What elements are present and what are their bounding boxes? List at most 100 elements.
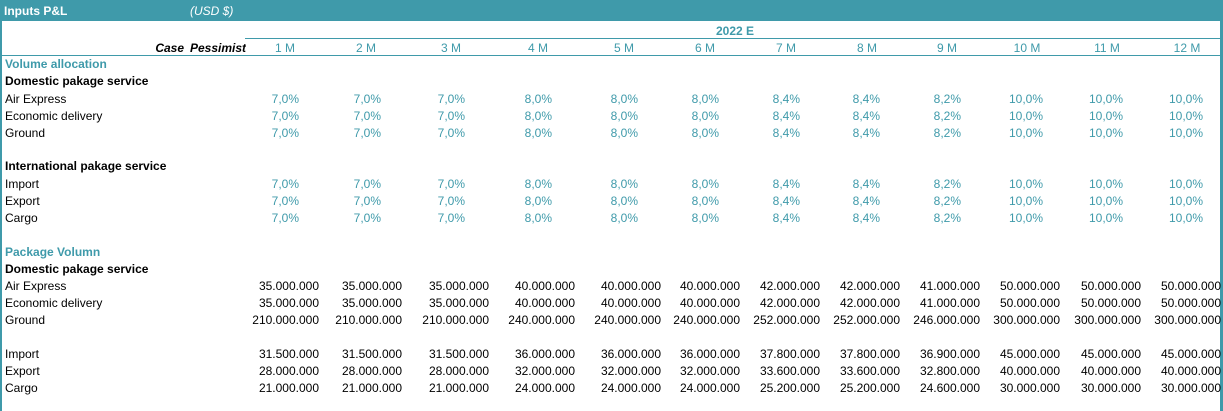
volume-cell[interactable]: 25.200.000	[839, 381, 900, 395]
volume-cell[interactable]: 50.000.000	[999, 279, 1060, 293]
allocation-cell[interactable]: 7,0%	[353, 126, 381, 140]
allocation-cell[interactable]: 8,4%	[852, 92, 880, 106]
volume-cell[interactable]: 240.000.000	[594, 313, 661, 327]
allocation-cell[interactable]: 8,4%	[772, 92, 800, 106]
allocation-cell[interactable]: 8,0%	[610, 109, 638, 123]
volume-cell[interactable]: 21.000.000	[341, 381, 402, 395]
volume-cell[interactable]: 300.000.000	[993, 313, 1060, 327]
allocation-cell[interactable]: 8,0%	[691, 92, 719, 106]
allocation-cell[interactable]: 8,4%	[772, 211, 800, 225]
volume-cell[interactable]: 30.000.000	[999, 381, 1060, 395]
allocation-cell[interactable]: 7,0%	[353, 177, 381, 191]
volume-cell[interactable]: 36.000.000	[679, 347, 740, 361]
allocation-cell[interactable]: 10,0%	[1168, 126, 1203, 140]
allocation-cell[interactable]: 7,0%	[353, 92, 381, 106]
volume-cell[interactable]: 28.000.000	[258, 364, 319, 378]
allocation-cell[interactable]: 10,0%	[1008, 92, 1043, 106]
allocation-cell[interactable]: 8,2%	[933, 194, 961, 208]
volume-cell[interactable]: 33.600.000	[759, 364, 820, 378]
allocation-cell[interactable]: 10,0%	[1088, 126, 1123, 140]
volume-cell[interactable]: 31.500.000	[428, 347, 489, 361]
allocation-cell[interactable]: 8,0%	[524, 109, 552, 123]
volume-cell[interactable]: 24.000.000	[514, 381, 575, 395]
volume-cell[interactable]: 42.000.000	[839, 279, 900, 293]
volume-cell[interactable]: 32.000.000	[679, 364, 740, 378]
allocation-cell[interactable]: 7,0%	[437, 126, 465, 140]
volume-cell[interactable]: 32.000.000	[514, 364, 575, 378]
allocation-cell[interactable]: 10,0%	[1168, 194, 1203, 208]
volume-cell[interactable]: 35.000.000	[341, 279, 402, 293]
volume-cell[interactable]: 30.000.000	[1160, 381, 1221, 395]
volume-cell[interactable]: 50.000.000	[1160, 279, 1221, 293]
allocation-cell[interactable]: 8,2%	[933, 126, 961, 140]
volume-cell[interactable]: 240.000.000	[673, 313, 740, 327]
allocation-cell[interactable]: 8,4%	[852, 211, 880, 225]
volume-cell[interactable]: 30.000.000	[1080, 381, 1141, 395]
volume-cell[interactable]: 40.000.000	[600, 279, 661, 293]
volume-cell[interactable]: 24.000.000	[600, 381, 661, 395]
volume-cell[interactable]: 210.000.000	[422, 313, 489, 327]
allocation-cell[interactable]: 8,0%	[691, 177, 719, 191]
allocation-cell[interactable]: 7,0%	[271, 126, 299, 140]
volume-cell[interactable]: 31.500.000	[258, 347, 319, 361]
allocation-cell[interactable]: 8,4%	[852, 194, 880, 208]
allocation-cell[interactable]: 8,4%	[772, 194, 800, 208]
volume-cell[interactable]: 42.000.000	[759, 296, 820, 310]
allocation-cell[interactable]: 7,0%	[437, 194, 465, 208]
allocation-cell[interactable]: 10,0%	[1168, 177, 1203, 191]
allocation-cell[interactable]: 10,0%	[1008, 194, 1043, 208]
volume-cell[interactable]: 40.000.000	[679, 296, 740, 310]
volume-cell[interactable]: 300.000.000	[1154, 313, 1221, 327]
allocation-cell[interactable]: 10,0%	[1008, 109, 1043, 123]
allocation-cell[interactable]: 8,0%	[691, 211, 719, 225]
volume-cell[interactable]: 24.600.000	[919, 381, 980, 395]
volume-cell[interactable]: 36.900.000	[919, 347, 980, 361]
volume-cell[interactable]: 37.800.000	[759, 347, 820, 361]
volume-cell[interactable]: 210.000.000	[335, 313, 402, 327]
volume-cell[interactable]: 32.000.000	[600, 364, 661, 378]
allocation-cell[interactable]: 7,0%	[271, 92, 299, 106]
volume-cell[interactable]: 21.000.000	[258, 381, 319, 395]
volume-cell[interactable]: 36.000.000	[514, 347, 575, 361]
allocation-cell[interactable]: 8,4%	[772, 126, 800, 140]
allocation-cell[interactable]: 8,0%	[610, 92, 638, 106]
allocation-cell[interactable]: 10,0%	[1088, 92, 1123, 106]
allocation-cell[interactable]: 8,0%	[524, 194, 552, 208]
volume-cell[interactable]: 40.000.000	[1080, 364, 1141, 378]
volume-cell[interactable]: 40.000.000	[999, 364, 1060, 378]
allocation-cell[interactable]: 7,0%	[437, 211, 465, 225]
volume-cell[interactable]: 300.000.000	[1074, 313, 1141, 327]
volume-cell[interactable]: 45.000.000	[999, 347, 1060, 361]
allocation-cell[interactable]: 8,0%	[691, 194, 719, 208]
allocation-cell[interactable]: 10,0%	[1008, 126, 1043, 140]
volume-cell[interactable]: 40.000.000	[514, 296, 575, 310]
allocation-cell[interactable]: 8,4%	[772, 109, 800, 123]
allocation-cell[interactable]: 7,0%	[271, 177, 299, 191]
allocation-cell[interactable]: 10,0%	[1168, 109, 1203, 123]
volume-cell[interactable]: 40.000.000	[1160, 364, 1221, 378]
volume-cell[interactable]: 252.000.000	[753, 313, 820, 327]
volume-cell[interactable]: 41.000.000	[919, 296, 980, 310]
allocation-cell[interactable]: 8,2%	[933, 92, 961, 106]
allocation-cell[interactable]: 8,4%	[772, 177, 800, 191]
allocation-cell[interactable]: 10,0%	[1088, 194, 1123, 208]
allocation-cell[interactable]: 10,0%	[1088, 211, 1123, 225]
volume-cell[interactable]: 40.000.000	[679, 279, 740, 293]
allocation-cell[interactable]: 8,4%	[852, 177, 880, 191]
allocation-cell[interactable]: 7,0%	[271, 194, 299, 208]
volume-cell[interactable]: 28.000.000	[341, 364, 402, 378]
allocation-cell[interactable]: 8,0%	[610, 126, 638, 140]
volume-cell[interactable]: 40.000.000	[600, 296, 661, 310]
volume-cell[interactable]: 246.000.000	[913, 313, 980, 327]
volume-cell[interactable]: 42.000.000	[839, 296, 900, 310]
volume-cell[interactable]: 210.000.000	[252, 313, 319, 327]
volume-cell[interactable]: 50.000.000	[1080, 279, 1141, 293]
volume-cell[interactable]: 35.000.000	[428, 279, 489, 293]
volume-cell[interactable]: 25.200.000	[759, 381, 820, 395]
volume-cell[interactable]: 41.000.000	[919, 279, 980, 293]
volume-cell[interactable]: 31.500.000	[341, 347, 402, 361]
allocation-cell[interactable]: 10,0%	[1088, 177, 1123, 191]
allocation-cell[interactable]: 8,0%	[610, 194, 638, 208]
allocation-cell[interactable]: 10,0%	[1008, 177, 1043, 191]
allocation-cell[interactable]: 10,0%	[1168, 211, 1203, 225]
